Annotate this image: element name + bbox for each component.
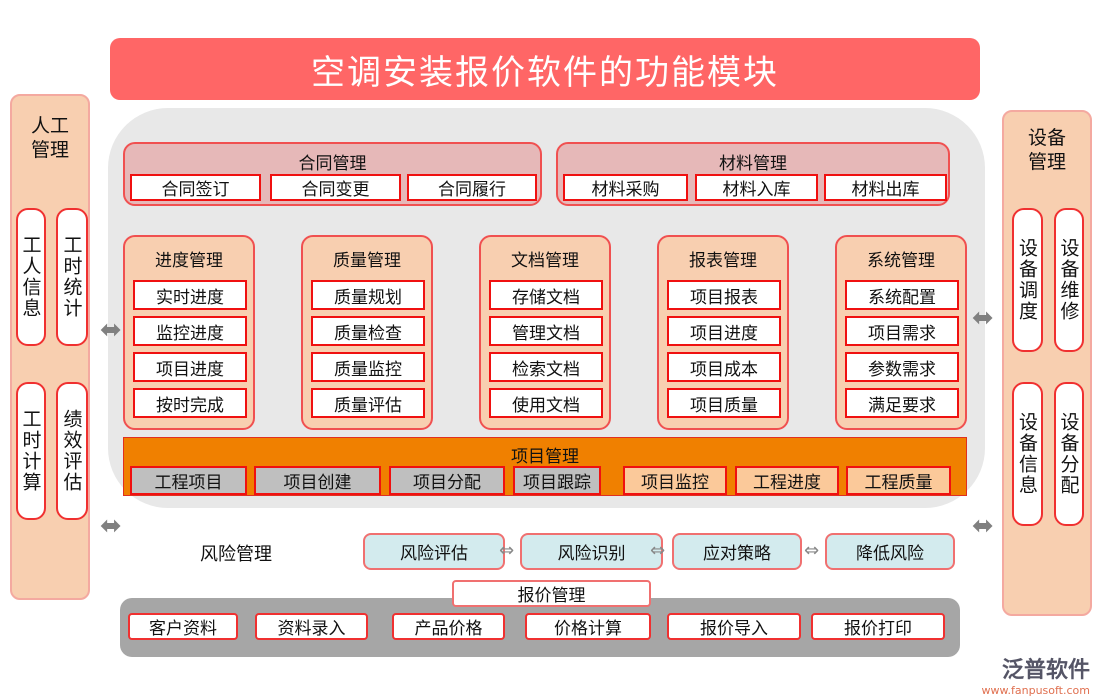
module-item[interactable]: 管理文档 xyxy=(489,316,603,346)
module-item[interactable]: 参数需求 xyxy=(845,352,959,382)
equipment-panel: 设备管理 xyxy=(1002,110,1092,616)
material-title: 材料管理 xyxy=(719,154,787,174)
quote-title: 报价管理 xyxy=(452,580,651,607)
module-item[interactable]: 质量监控 xyxy=(311,352,425,382)
module-item[interactable]: 存储文档 xyxy=(489,280,603,310)
contract-item[interactable]: 合同变更 xyxy=(270,174,401,201)
quote-item[interactable]: 客户资料 xyxy=(128,613,238,640)
module-item[interactable]: 项目质量 xyxy=(667,388,781,418)
module-item[interactable]: 检索文档 xyxy=(489,352,603,382)
page-title: 空调安装报价软件的功能模块 xyxy=(110,38,980,100)
quote-item[interactable]: 资料录入 xyxy=(255,613,368,640)
quote-item[interactable]: 价格计算 xyxy=(525,613,651,640)
project-item[interactable]: 项目跟踪 xyxy=(513,466,601,495)
project-item[interactable]: 工程进度 xyxy=(735,466,839,495)
risk-item[interactable]: 应对策略 xyxy=(672,533,802,570)
module-title: 报表管理 xyxy=(689,251,757,271)
module-item[interactable]: 按时完成 xyxy=(133,388,247,418)
project-item[interactable]: 项目创建 xyxy=(254,466,381,495)
module-item[interactable]: 使用文档 xyxy=(489,388,603,418)
contract-item[interactable]: 合同签订 xyxy=(130,174,261,201)
module-item[interactable]: 系统配置 xyxy=(845,280,959,310)
module-title: 系统管理 xyxy=(867,251,935,271)
double-arrow-icon: ⬌ xyxy=(100,315,122,345)
module-item[interactable]: 质量检查 xyxy=(311,316,425,346)
material-item[interactable]: 材料入库 xyxy=(695,174,818,201)
double-arrow-icon: ⬌ xyxy=(100,511,122,541)
labor-item[interactable]: 工时计算 xyxy=(16,382,46,520)
risk-item[interactable]: 风险识别 xyxy=(520,533,663,570)
module-item[interactable]: 项目进度 xyxy=(133,352,247,382)
labor-item[interactable]: 工人信息 xyxy=(16,208,46,346)
double-arrow-icon: ⬌ xyxy=(972,511,994,541)
module-item[interactable]: 质量规划 xyxy=(311,280,425,310)
labor-item[interactable]: 绩效评估 xyxy=(56,382,88,520)
module-item[interactable]: 实时进度 xyxy=(133,280,247,310)
project-item[interactable]: 工程项目 xyxy=(130,466,247,495)
labor-panel-title: 人工管理 xyxy=(30,115,69,161)
project-item[interactable]: 项目监控 xyxy=(623,466,727,495)
module-title: 质量管理 xyxy=(333,251,401,271)
module-item[interactable]: 项目进度 xyxy=(667,316,781,346)
risk-title: 风险管理 xyxy=(200,544,272,565)
labor-item[interactable]: 工时统计 xyxy=(56,208,88,346)
double-arrow-icon: ⬌ xyxy=(972,303,994,333)
module-item[interactable]: 项目报表 xyxy=(667,280,781,310)
logo-url: www.fanpusoft.com xyxy=(981,684,1090,697)
equipment-item[interactable]: 设备调度 xyxy=(1012,208,1043,352)
project-item[interactable]: 工程质量 xyxy=(846,466,951,495)
equipment-panel-title: 设备管理 xyxy=(1027,127,1066,173)
quote-item[interactable]: 产品价格 xyxy=(392,613,505,640)
logo-name: 泛普软件 xyxy=(1001,658,1090,683)
double-arrow-icon: ⇔ xyxy=(499,540,515,561)
material-item[interactable]: 材料采购 xyxy=(563,174,688,201)
double-arrow-icon: ⇔ xyxy=(650,540,666,561)
risk-item[interactable]: 降低风险 xyxy=(825,533,955,570)
equipment-item[interactable]: 设备信息 xyxy=(1012,382,1043,526)
module-title: 文档管理 xyxy=(511,251,579,271)
logo: 泛普软件 www.fanpusoft.com xyxy=(982,652,1090,697)
module-item[interactable]: 监控进度 xyxy=(133,316,247,346)
module-title: 进度管理 xyxy=(155,251,223,271)
risk-item[interactable]: 风险评估 xyxy=(363,533,505,570)
module-item[interactable]: 项目需求 xyxy=(845,316,959,346)
project-item[interactable]: 项目分配 xyxy=(389,466,505,495)
contract-title: 合同管理 xyxy=(298,154,367,174)
quote-item[interactable]: 报价打印 xyxy=(811,613,945,640)
contract-item[interactable]: 合同履行 xyxy=(407,174,537,201)
equipment-item[interactable]: 设备分配 xyxy=(1054,382,1084,526)
material-item[interactable]: 材料出库 xyxy=(824,174,947,201)
project-title: 项目管理 xyxy=(511,447,579,467)
equipment-item[interactable]: 设备维修 xyxy=(1054,208,1084,352)
module-item[interactable]: 项目成本 xyxy=(667,352,781,382)
labor-panel: 人工管理 xyxy=(10,94,90,600)
quote-item[interactable]: 报价导入 xyxy=(667,613,801,640)
module-item[interactable]: 满足要求 xyxy=(845,388,959,418)
module-item[interactable]: 质量评估 xyxy=(311,388,425,418)
double-arrow-icon: ⇔ xyxy=(804,540,820,561)
